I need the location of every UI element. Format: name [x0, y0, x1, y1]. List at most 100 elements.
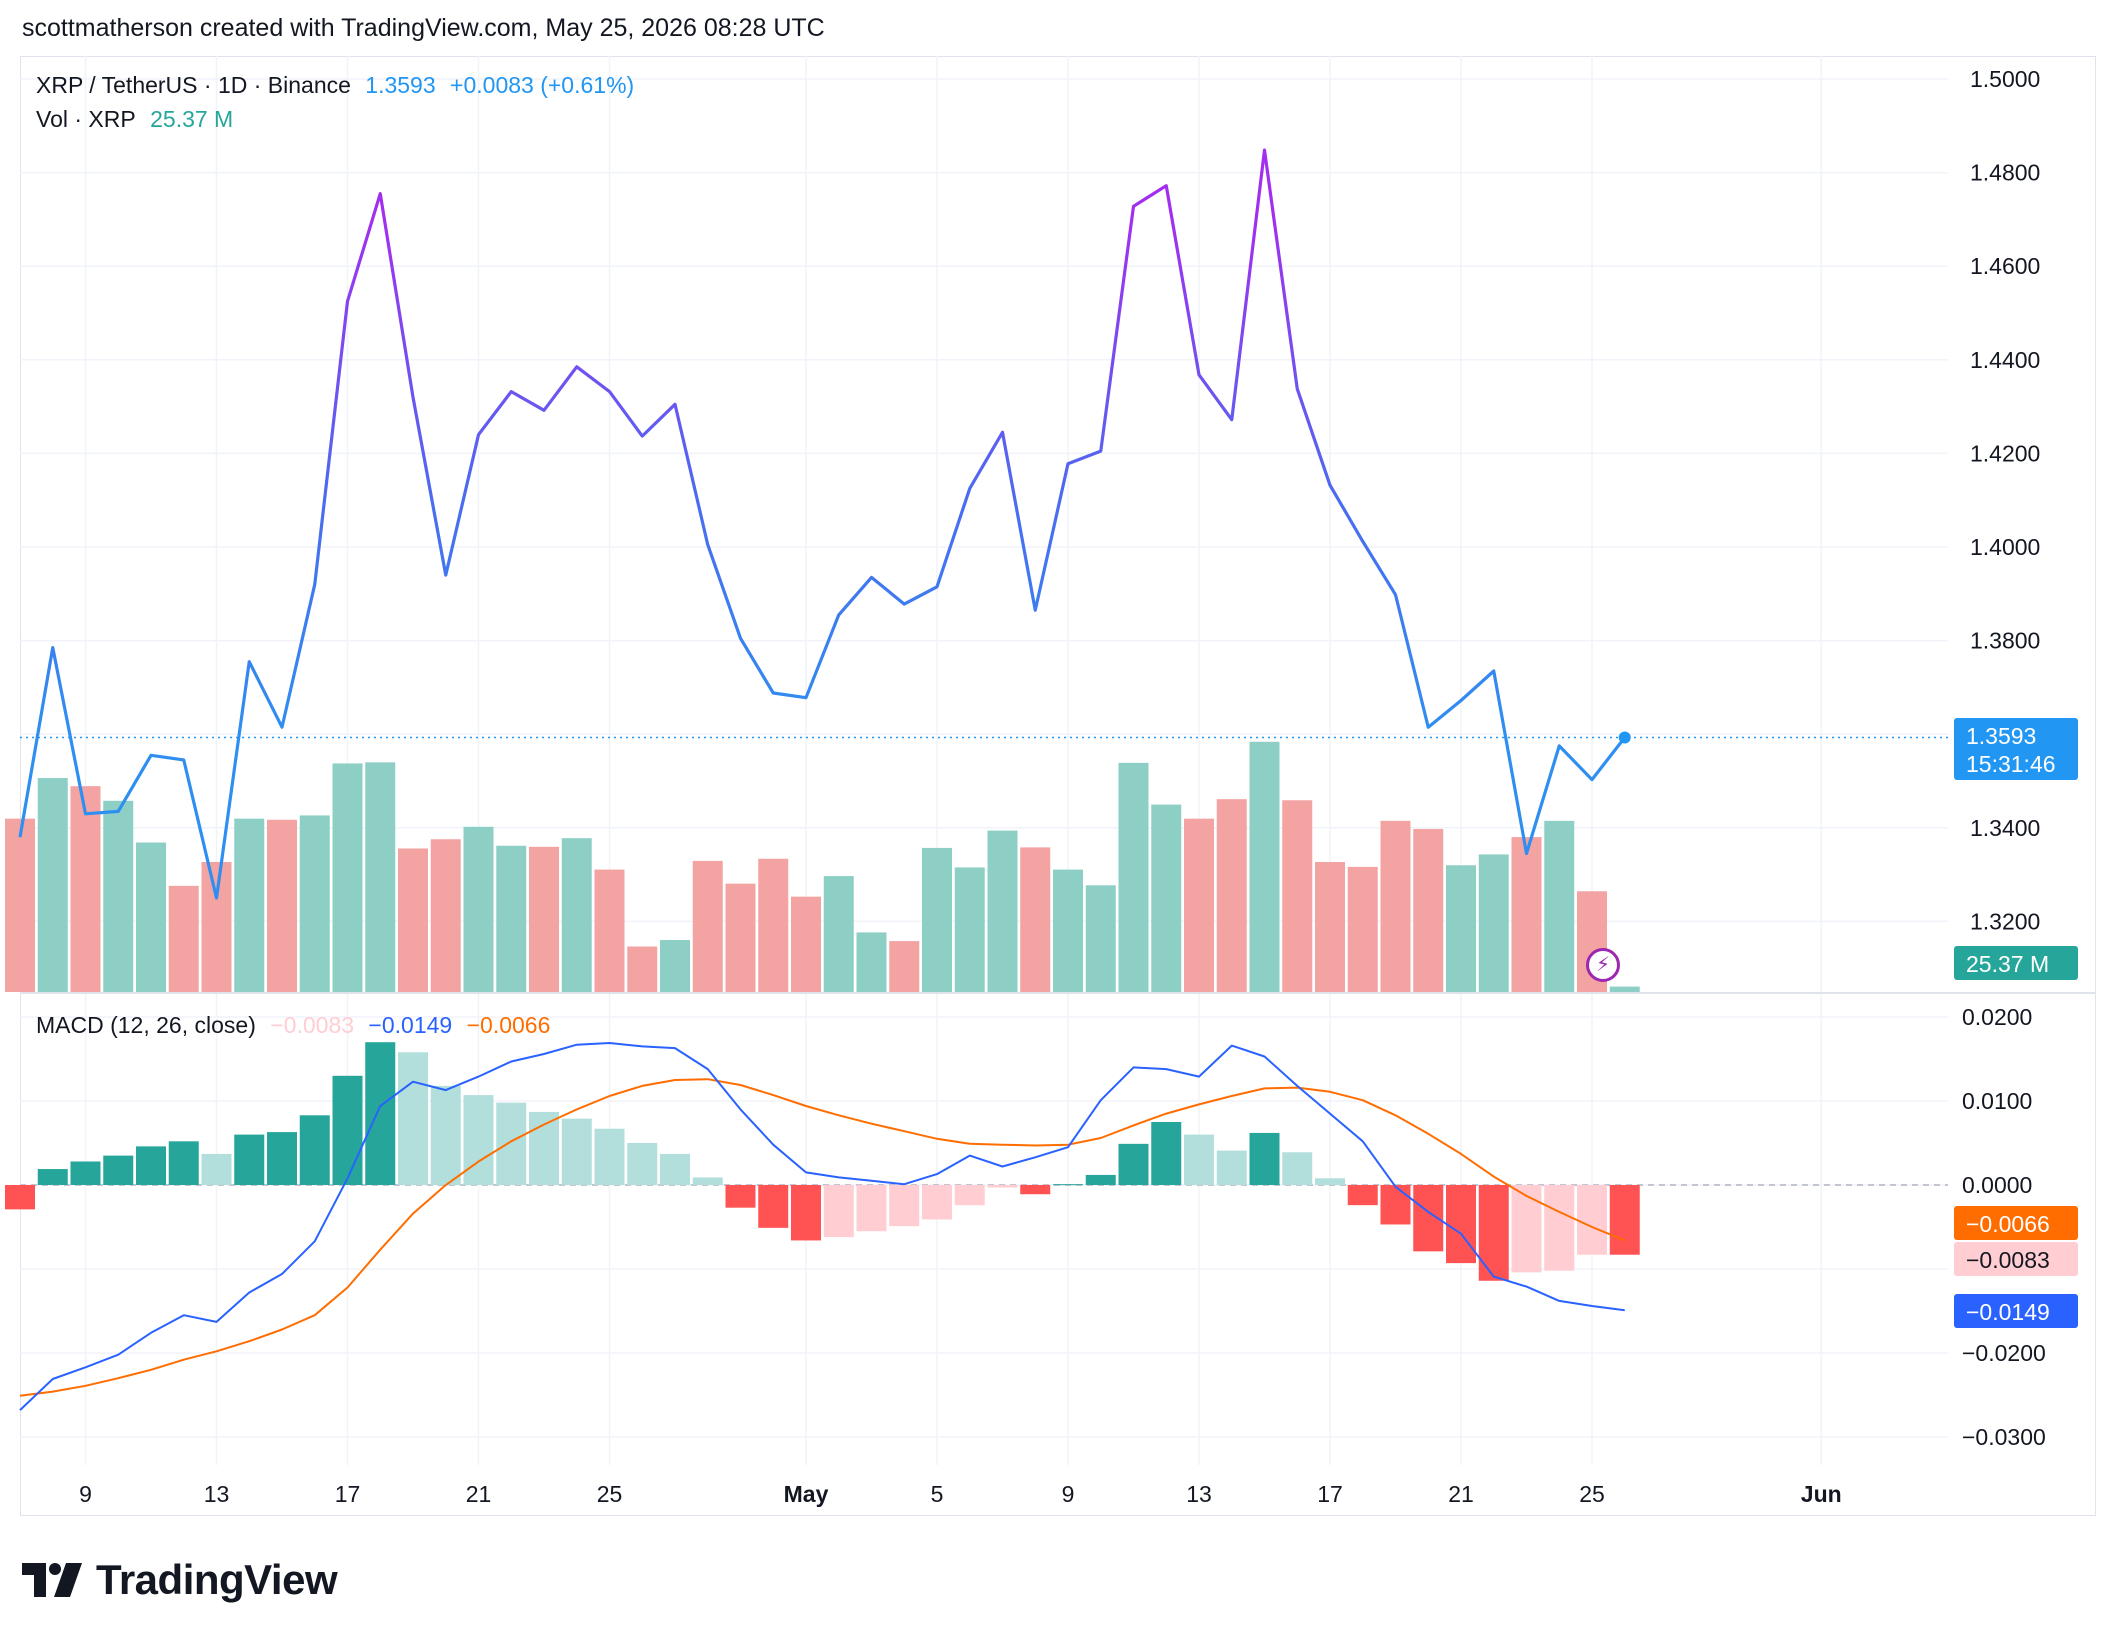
volume-bar — [1053, 869, 1083, 992]
macd-axis-tick: 0.0200 — [1962, 1004, 2032, 1030]
macd-histogram-bar — [594, 1128, 625, 1185]
vol-value: 25.37 M — [150, 106, 234, 132]
time-axis-tick: May — [784, 1481, 829, 1507]
macd-histogram-bar — [398, 1052, 428, 1185]
macd-histogram-bar — [1446, 1185, 1476, 1264]
volume-bar — [1020, 847, 1051, 992]
macd-histogram-bar — [1249, 1132, 1280, 1185]
price-axis-tick: 1.5000 — [1970, 66, 2040, 92]
volume-bar — [70, 786, 101, 992]
volume-bar — [1347, 866, 1378, 992]
macd-histogram-bar — [430, 1085, 461, 1185]
volume-bar — [1184, 818, 1214, 992]
macd-hist-value: −0.0083 — [270, 1012, 355, 1038]
price-axis-tick: 1.3200 — [1970, 908, 2040, 934]
tradingview-logo[interactable]: TradingView — [22, 1556, 338, 1604]
legend-change: +0.0083 (+0.61%) — [450, 72, 635, 98]
macd-histogram-bar — [1118, 1143, 1149, 1185]
volume-bar — [922, 847, 952, 992]
volume-bar — [267, 819, 297, 992]
macd-signal-value: −0.0066 — [466, 1012, 551, 1038]
volume-bar — [889, 941, 920, 992]
lightning-icon[interactable]: ⚡ — [1586, 948, 1620, 982]
macd-badge-bg — [1954, 1294, 2078, 1328]
volume-bar — [430, 839, 461, 992]
volume-bar — [332, 763, 363, 992]
volume-bar — [791, 896, 821, 992]
volume-bar — [299, 815, 330, 992]
macd-histogram-bar — [299, 1115, 330, 1185]
macd-histogram-bar — [1511, 1185, 1542, 1273]
macd-label: MACD (12, 26, close) — [36, 1012, 256, 1038]
macd-line-value: −0.0149 — [368, 1012, 453, 1038]
macd-axis-tick: −0.0300 — [1962, 1424, 2046, 1450]
macd-legend: MACD (12, 26, close) −0.0083 −0.0149 −0.… — [36, 1012, 558, 1039]
volume-bar — [561, 838, 592, 992]
volume-bar — [660, 940, 690, 992]
macd-histogram-bar — [201, 1153, 232, 1185]
macd-histogram-bar — [234, 1134, 265, 1185]
macd-histogram-bar — [922, 1185, 952, 1220]
tradingview-wordmark: TradingView — [96, 1556, 338, 1603]
macd-axis-tick: −0.0200 — [1962, 1340, 2046, 1366]
volume-bar — [823, 876, 854, 992]
macd-histogram-bar — [1315, 1178, 1345, 1185]
price-axis-tick: 1.4800 — [1970, 160, 2040, 186]
macd-signal-line — [19, 1078, 1626, 1397]
volume-bar — [1216, 799, 1247, 992]
chart-frame — [20, 56, 2096, 1516]
macd-histogram-bar — [1478, 1185, 1509, 1281]
macd-histogram-bar — [1609, 1185, 1640, 1255]
macd-histogram-bar — [1347, 1185, 1378, 1206]
macd-histogram-bar — [5, 1185, 35, 1210]
price-axis-tick: 1.4400 — [1970, 347, 2040, 373]
volume-bars — [5, 741, 1640, 992]
macd-histogram-bar — [561, 1118, 592, 1185]
macd-histogram-bar — [791, 1185, 821, 1241]
macd-histogram-bar — [1053, 1184, 1083, 1186]
macd-histogram-bar — [1151, 1122, 1182, 1185]
time-axis-tick: 25 — [1579, 1481, 1605, 1507]
macd-histogram-bar — [889, 1185, 920, 1227]
volume-badge-bg — [1954, 946, 2078, 980]
time-axis-tick: 25 — [597, 1481, 623, 1507]
volume-bar — [1511, 837, 1542, 992]
macd-histogram-bar — [725, 1185, 756, 1208]
macd-histogram-bar — [660, 1153, 690, 1185]
macd-histogram-bar — [37, 1169, 68, 1185]
volume-bar — [5, 818, 35, 992]
volume-bar — [103, 800, 134, 992]
legend-price: 1.3593 — [365, 72, 436, 98]
macd-histogram-bar — [1282, 1152, 1313, 1185]
time-axis-tick: 13 — [204, 1481, 230, 1507]
volume-bar — [758, 858, 789, 992]
volume-bar — [234, 818, 265, 992]
hist-badge-text: −0.0083 — [1966, 1247, 2050, 1273]
macd-histogram-bar — [529, 1111, 559, 1185]
volume-bar — [1118, 762, 1149, 992]
volume-bar — [1315, 862, 1345, 992]
chart-grid — [20, 56, 2096, 1465]
macd-line — [19, 1042, 1625, 1411]
price-badge-text: 1.3593 — [1966, 723, 2036, 749]
time-axis-tick: 21 — [1448, 1481, 1474, 1507]
volume-bar — [954, 867, 985, 992]
volume-bar — [136, 842, 166, 992]
volume-bar — [1446, 865, 1476, 992]
signal-badge-text: −0.0066 — [1966, 1211, 2050, 1237]
macd-histogram-bar — [692, 1177, 723, 1185]
volume-badge-text: 25.37 M — [1966, 951, 2049, 977]
macd-histogram-bar — [103, 1155, 134, 1185]
macd-histogram-bar — [1085, 1174, 1116, 1185]
signal-badge-bg — [1954, 1206, 2078, 1240]
volume-bar — [168, 885, 199, 992]
macd-pane — [5, 1042, 1948, 1411]
volume-bar — [725, 883, 756, 992]
macd-histogram-bar — [758, 1185, 789, 1228]
macd-axis-tick: 0.0100 — [1962, 1088, 2032, 1114]
volume-bar — [1413, 828, 1444, 992]
macd-histogram-bar — [496, 1102, 527, 1185]
volume-bar — [1282, 800, 1313, 992]
